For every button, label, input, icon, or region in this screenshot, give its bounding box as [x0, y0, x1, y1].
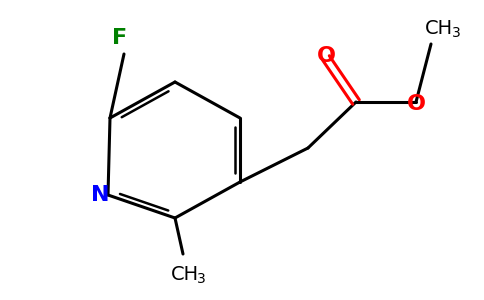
- Text: F: F: [112, 28, 128, 48]
- Text: 3: 3: [452, 26, 460, 40]
- Text: O: O: [317, 46, 335, 66]
- Text: CH: CH: [425, 19, 453, 38]
- Text: CH: CH: [171, 265, 199, 284]
- Text: O: O: [407, 94, 425, 114]
- Text: N: N: [91, 185, 109, 205]
- Text: 3: 3: [197, 272, 205, 286]
